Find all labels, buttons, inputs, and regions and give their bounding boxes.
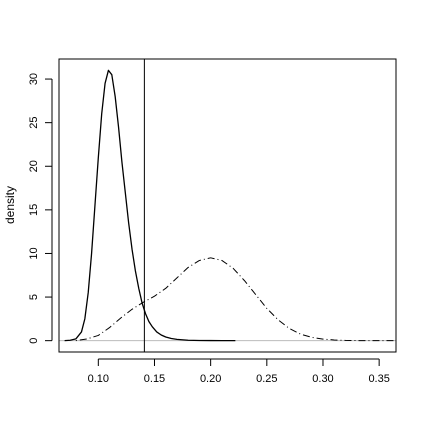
x-tick-label: 0.35 [368,373,389,385]
y-tick-label: 25 [28,117,40,129]
x-tick-label: 0.25 [256,373,277,385]
y-tick-label: 5 [28,294,40,300]
x-tick-label: 0.20 [200,373,221,385]
series-layer [64,69,396,342]
y-tick-label: 20 [28,160,40,172]
x-tick-label: 0.15 [144,373,165,385]
plot-frame [58,58,397,353]
y-tick-label: 10 [28,247,40,259]
y-tick-label: 0 [28,338,40,344]
y-tick-label: 15 [28,204,40,216]
density-curve-solid [64,69,236,342]
x-tick-label: 0.30 [312,373,333,385]
density-curve-dotdash [75,257,396,342]
y-axis: 0 5 10 15 20 25 30 [28,73,53,344]
y-tick-label: 30 [28,73,40,85]
x-axis: 0.10 0.15 0.20 0.25 0.30 0.35 [88,358,390,385]
y-axis-label: density [3,186,17,224]
x-tick-label: 0.10 [88,373,109,385]
